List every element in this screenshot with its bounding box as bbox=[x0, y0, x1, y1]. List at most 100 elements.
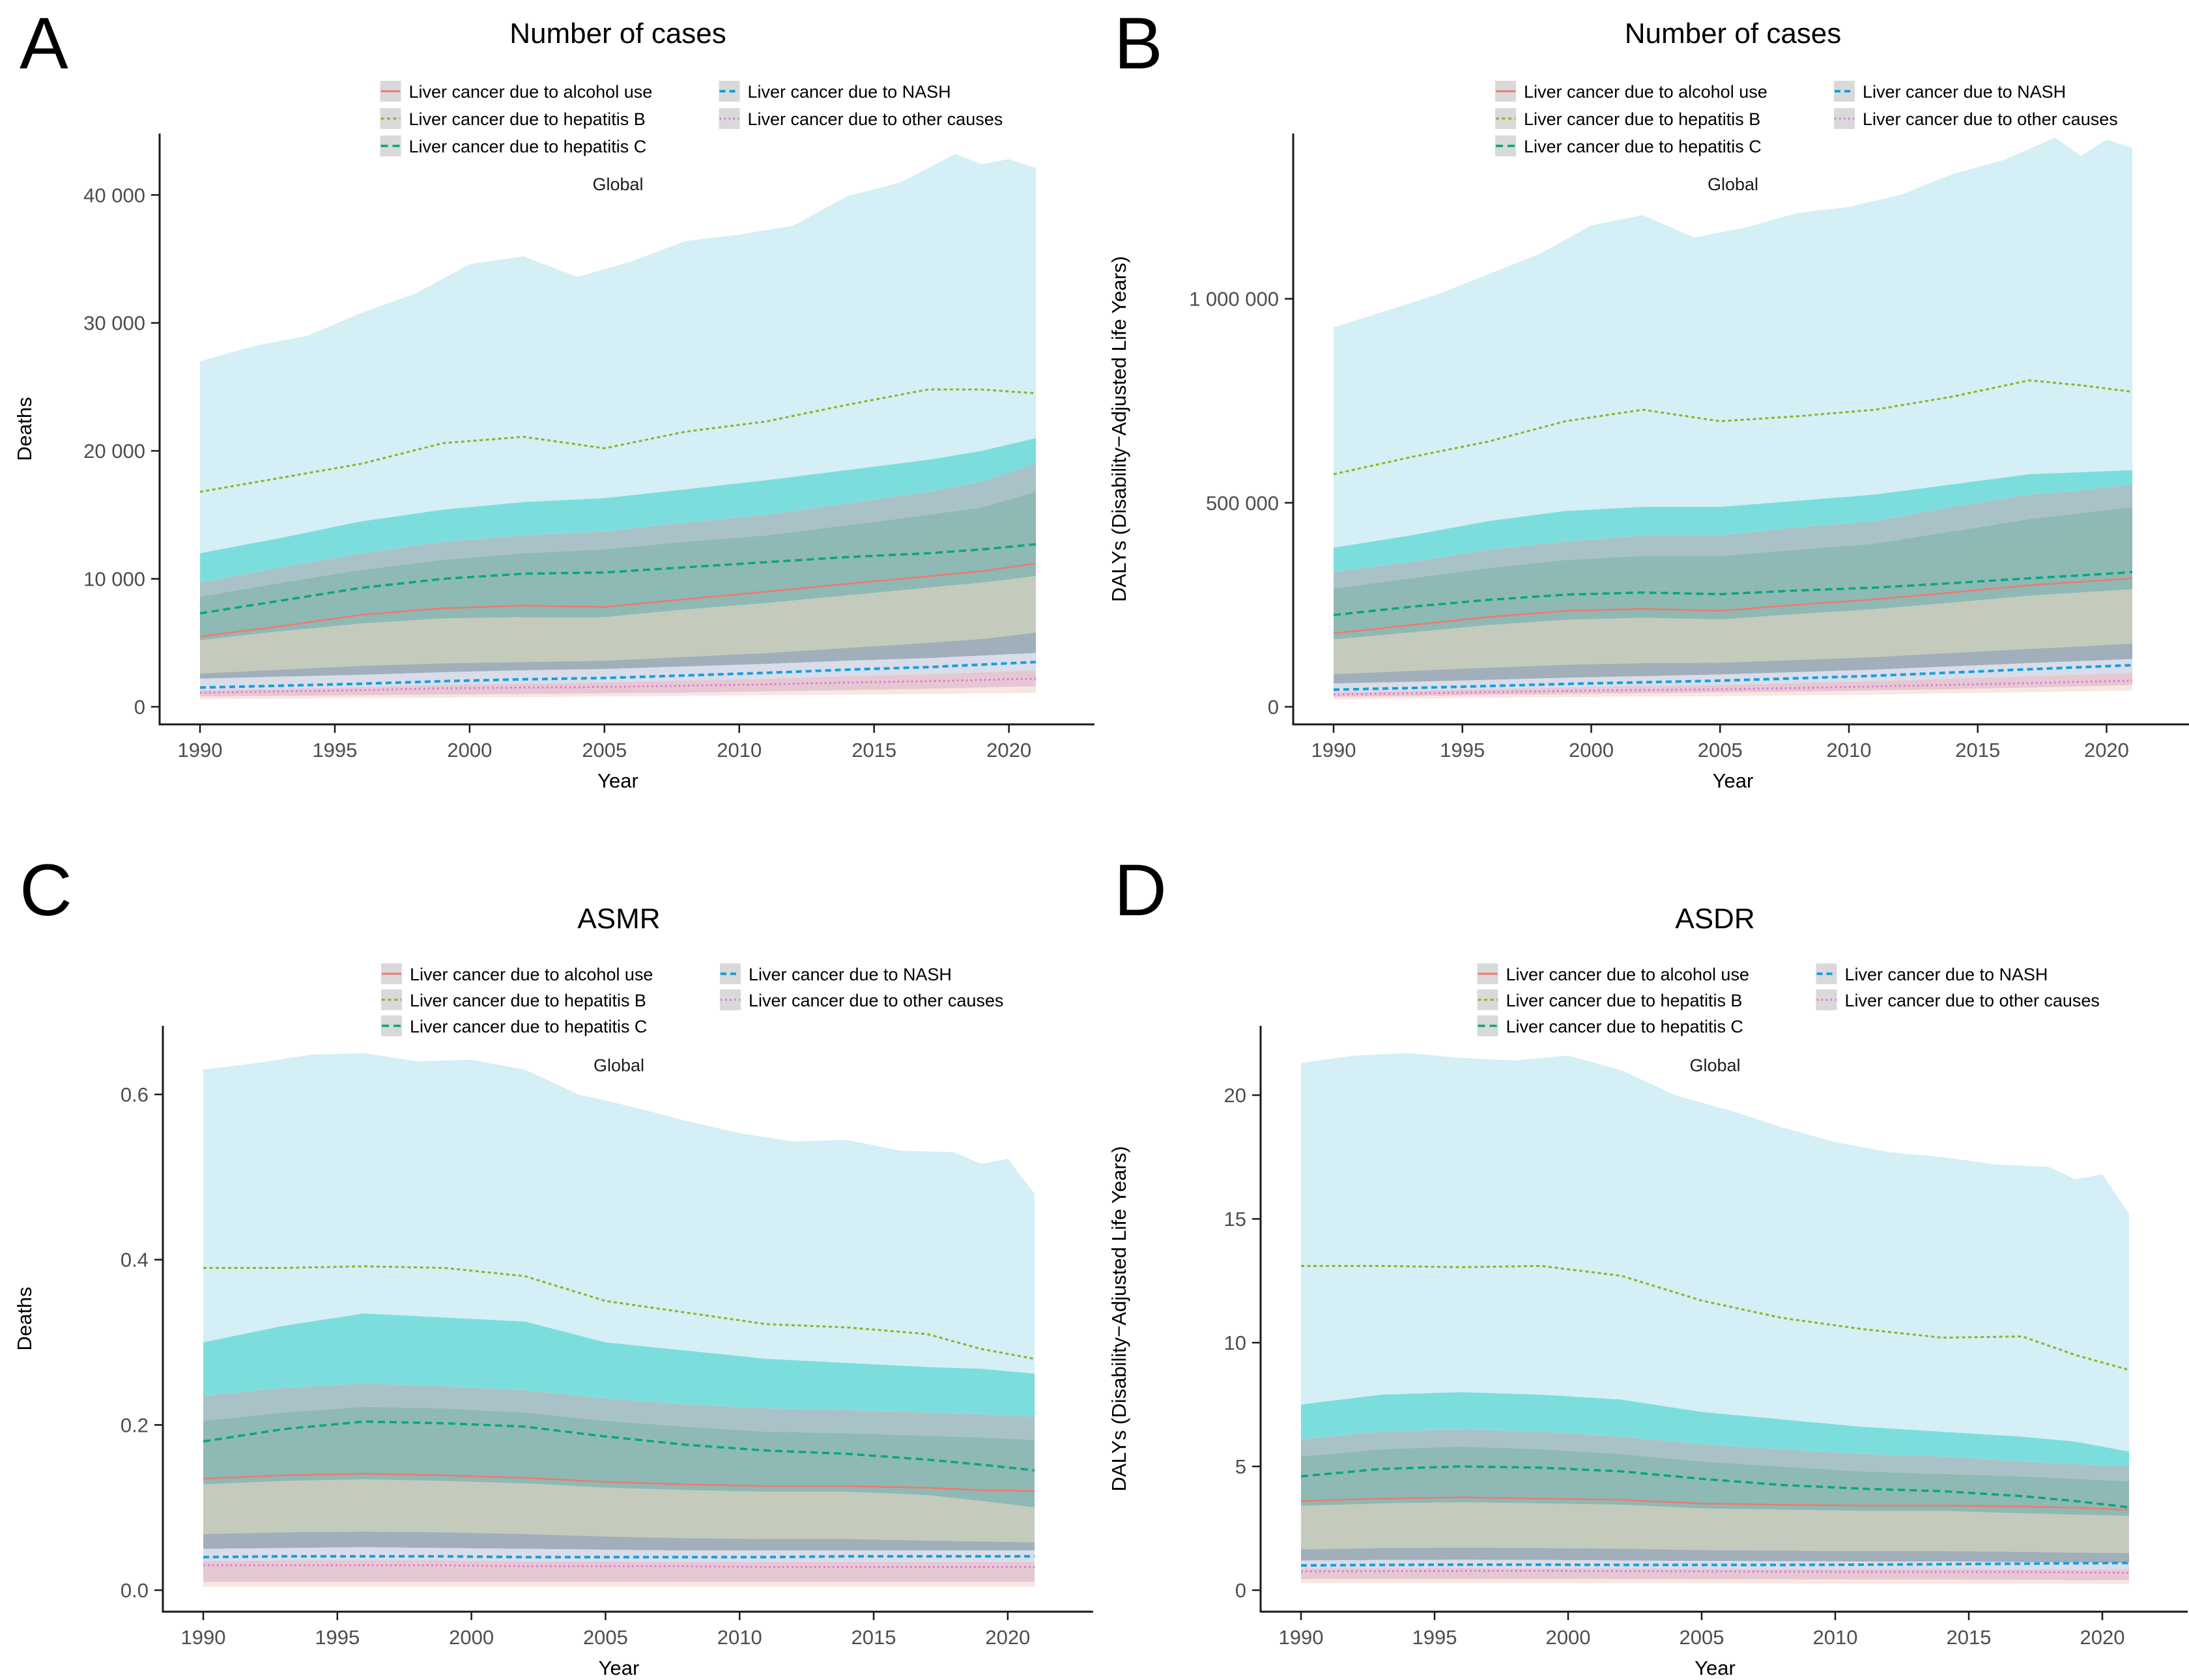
y-tick-label: 20 000 bbox=[83, 440, 145, 463]
y-tick-label: 0.0 bbox=[121, 1579, 149, 1602]
panel-B-chart: 0 500 000 1 000 000 1990 1995 2000 2005 2010 201… bbox=[1108, 3, 2189, 792]
ribbon-hepatitis-c-ci-upper bbox=[1334, 470, 2132, 573]
line-alcohol bbox=[199, 562, 1037, 638]
line-hepb bbox=[199, 388, 1037, 493]
legend-label-nash: Liver cancer due to NASH bbox=[749, 965, 952, 984]
ribbon-overlap-lower bbox=[200, 633, 1036, 679]
axis-lines bbox=[158, 134, 1094, 726]
y-axis-title: Deaths bbox=[13, 397, 36, 461]
panel-title: Number of cases bbox=[509, 18, 726, 50]
x-axis-title: Year bbox=[599, 1657, 640, 1679]
x-tick-label: 2020 bbox=[2080, 1626, 2125, 1649]
ribbon-alcohol-ci bbox=[200, 576, 1036, 674]
legend-label-alcohol: Liver cancer due to alcohol use bbox=[410, 965, 653, 984]
legend-label-hepc: Liver cancer due to hepatitis C bbox=[1506, 1017, 1743, 1036]
legend-label-nash: Liver cancer due to NASH bbox=[1863, 82, 2066, 102]
axis-lines bbox=[162, 1025, 1093, 1613]
line-other bbox=[203, 1564, 1035, 1569]
legend-label-hepb: Liver cancer due to hepatitis B bbox=[410, 991, 646, 1010]
legend-label-other: Liver cancer due to other causes bbox=[1845, 991, 2100, 1010]
x-axis-title: Year bbox=[597, 769, 638, 792]
ribbon-other-ci bbox=[1334, 673, 2132, 697]
x-tick-label: 2000 bbox=[447, 739, 492, 762]
ribbon-hepatitis-b-ci bbox=[203, 1053, 1035, 1374]
x-tick-label: 2005 bbox=[1680, 1626, 1724, 1649]
ribbon-overlap-upper bbox=[1301, 1429, 2129, 1481]
ribbon-ci-lower-edge bbox=[200, 686, 1036, 700]
line-alcohol bbox=[1300, 1496, 2130, 1511]
y-tick-label: 5 bbox=[1235, 1455, 1246, 1478]
x-tick-label: 1995 bbox=[312, 739, 357, 762]
line-alcohol bbox=[1333, 577, 2133, 634]
y-tick-label: 0.4 bbox=[121, 1249, 149, 1272]
ribbon-hepatitis-c-ci-lower bbox=[203, 1406, 1035, 1508]
ribbon-hepatitis-c-ci-upper bbox=[200, 438, 1036, 583]
facet-label: Global bbox=[594, 1056, 644, 1075]
ribbon-overlap-lower bbox=[1334, 643, 2132, 684]
x-tick-label: 2020 bbox=[2084, 739, 2129, 762]
ribbon-nash-ci bbox=[203, 1547, 1035, 1562]
legend-label-alcohol: Liver cancer due to alcohol use bbox=[409, 82, 653, 102]
y-tick-label: 0 bbox=[1268, 696, 1279, 719]
legend-label-nash: Liver cancer due to NASH bbox=[1845, 965, 2048, 984]
x-tick-label: 1990 bbox=[1279, 1626, 1324, 1649]
panel-letter: D bbox=[1114, 849, 1167, 931]
line-hepb bbox=[203, 1265, 1035, 1360]
panel-letter: B bbox=[1114, 3, 1163, 84]
legend-label-hepc: Liver cancer due to hepatitis C bbox=[409, 137, 647, 156]
y-tick-label: 0 bbox=[134, 696, 145, 719]
line-hepc bbox=[1300, 1465, 2130, 1509]
ribbon-ci-lower-edge bbox=[203, 1582, 1035, 1587]
legend-label-hepb: Liver cancer due to hepatitis B bbox=[409, 109, 646, 129]
ribbon-hepatitis-b-ci bbox=[1301, 1053, 2129, 1452]
ribbon-hepatitis-c-ci-upper bbox=[1301, 1392, 2129, 1467]
legend-label-hepb: Liver cancer due to hepatitis B bbox=[1506, 991, 1743, 1010]
line-nash bbox=[199, 661, 1037, 689]
panel-title: ASDR bbox=[1675, 903, 1754, 935]
legend-label-other: Liver cancer due to other causes bbox=[1863, 109, 2118, 129]
x-tick-label: 1995 bbox=[1440, 739, 1485, 762]
ribbon-hepatitis-b-ci bbox=[1334, 137, 2132, 548]
facet-label: Global bbox=[1708, 175, 1758, 194]
ribbon-hepatitis-c-ci-lower bbox=[1334, 507, 2132, 640]
x-tick-label: 2020 bbox=[986, 739, 1031, 762]
line-nash bbox=[1300, 1561, 2130, 1567]
panel-C-chart: 0.0 0.2 0.4 0.6 1990 1995 2000 2005 2010 2015 2020… bbox=[13, 849, 1093, 1679]
panel-letter: C bbox=[20, 849, 72, 931]
x-tick-label: 2015 bbox=[1947, 1626, 1992, 1649]
line-nash bbox=[203, 1555, 1035, 1559]
y-tick-label: 0 bbox=[1235, 1579, 1246, 1602]
panel-A: 0 10 000 20 000 30 000 40 000 1990 1995 2000 200… bbox=[0, 0, 1094, 840]
x-tick-label: 1990 bbox=[181, 1626, 226, 1649]
line-alcohol bbox=[203, 1472, 1035, 1492]
ribbon-overlap-lower bbox=[203, 1531, 1035, 1551]
panel-title: ASMR bbox=[577, 903, 660, 935]
ribbon-overlap-upper bbox=[200, 463, 1036, 597]
x-tick-label: 2015 bbox=[851, 739, 896, 762]
x-tick-label: 1990 bbox=[1311, 739, 1356, 762]
panel-D-chart: 0 5 10 15 20 1990 1995 2000 2005 2010 2015 2020 D ASD… bbox=[1108, 849, 2188, 1679]
y-tick-label: 500 000 bbox=[1206, 492, 1279, 515]
ribbon-hepatitis-c-ci-lower bbox=[200, 492, 1036, 640]
ribbon-ci-lower-edge bbox=[1334, 685, 2132, 700]
legend-label-other: Liver cancer due to other causes bbox=[749, 991, 1003, 1010]
x-tick-label: 2000 bbox=[1546, 1626, 1591, 1649]
x-tick-label: 2000 bbox=[449, 1626, 494, 1649]
y-tick-label: 1 000 000 bbox=[1189, 288, 1279, 311]
x-tick-label: 2010 bbox=[1813, 1626, 1858, 1649]
legend-label-hepb: Liver cancer due to hepatitis B bbox=[1524, 109, 1760, 129]
facet-label: Global bbox=[592, 175, 643, 194]
legend-label-nash: Liver cancer due to NASH bbox=[748, 82, 951, 102]
ribbon-ci-lower-edge bbox=[1301, 1578, 2129, 1584]
x-tick-label: 2000 bbox=[1569, 739, 1614, 762]
ribbon-alcohol-ci bbox=[203, 1479, 1035, 1543]
line-hepb bbox=[1333, 379, 2133, 476]
legend-label-hepc: Liver cancer due to hepatitis C bbox=[1524, 137, 1762, 156]
line-other bbox=[1333, 679, 2133, 696]
y-tick-label: 40 000 bbox=[83, 184, 145, 206]
line-hepc bbox=[199, 543, 1037, 615]
x-tick-label: 2010 bbox=[717, 1626, 762, 1649]
line-hepb bbox=[1301, 1264, 2130, 1371]
y-axis-title: Deaths bbox=[13, 1287, 36, 1350]
